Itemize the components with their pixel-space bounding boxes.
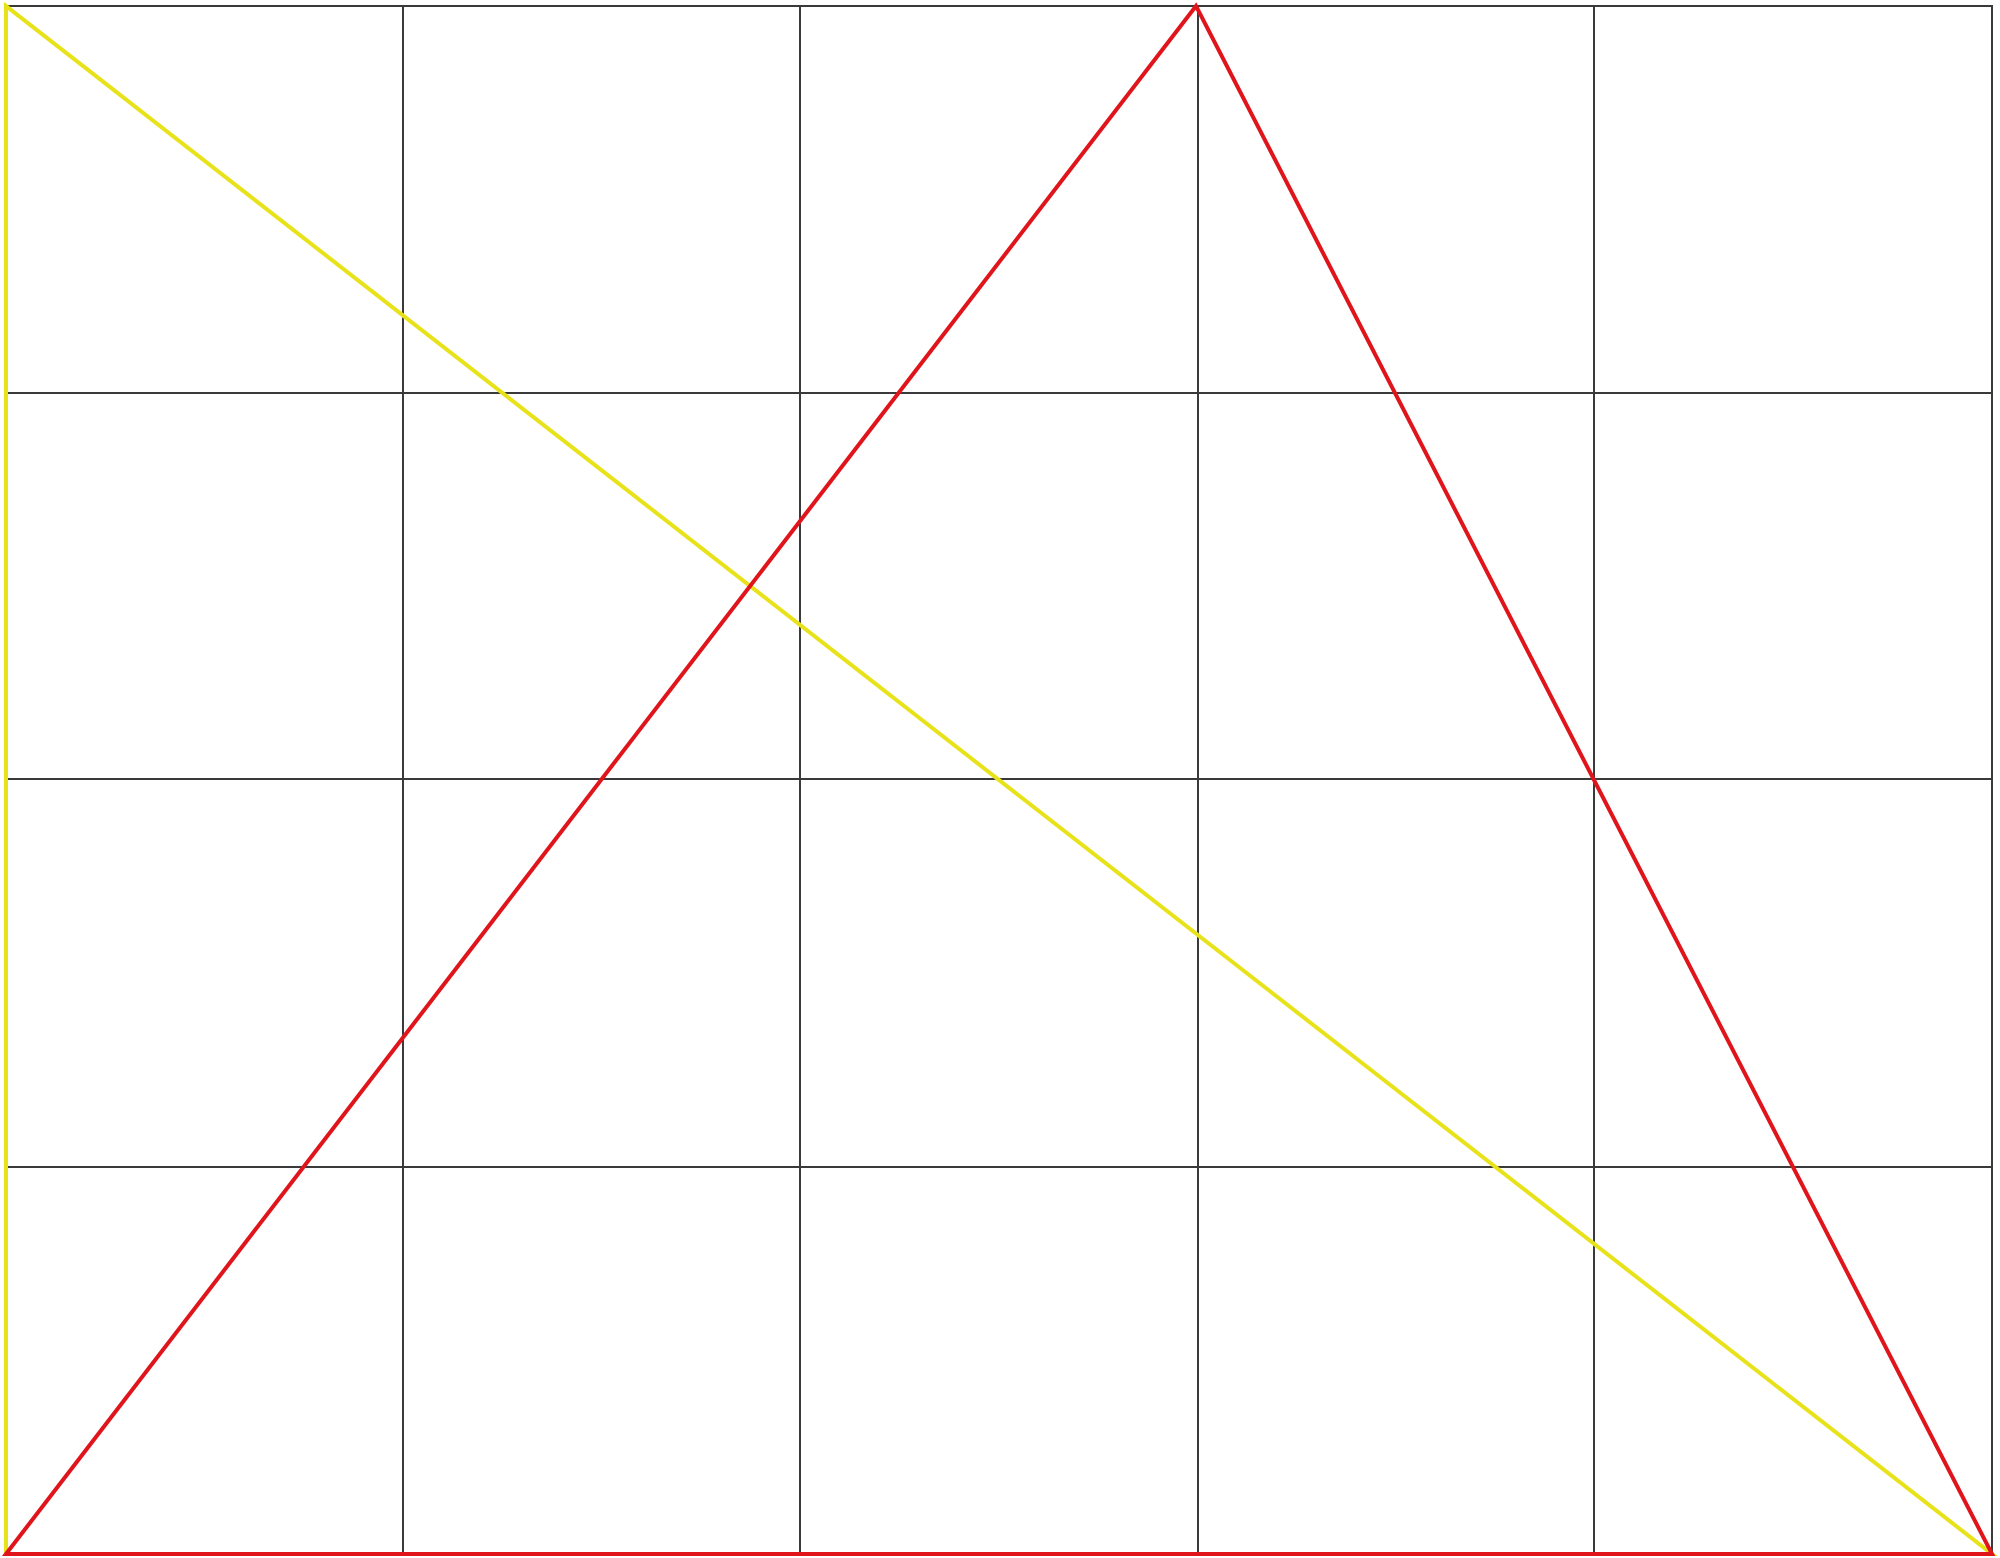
red-triangle: [1, 2, 1996, 1556]
page: [1, 1, 1998, 1556]
diagram: [1, 1, 1998, 1556]
